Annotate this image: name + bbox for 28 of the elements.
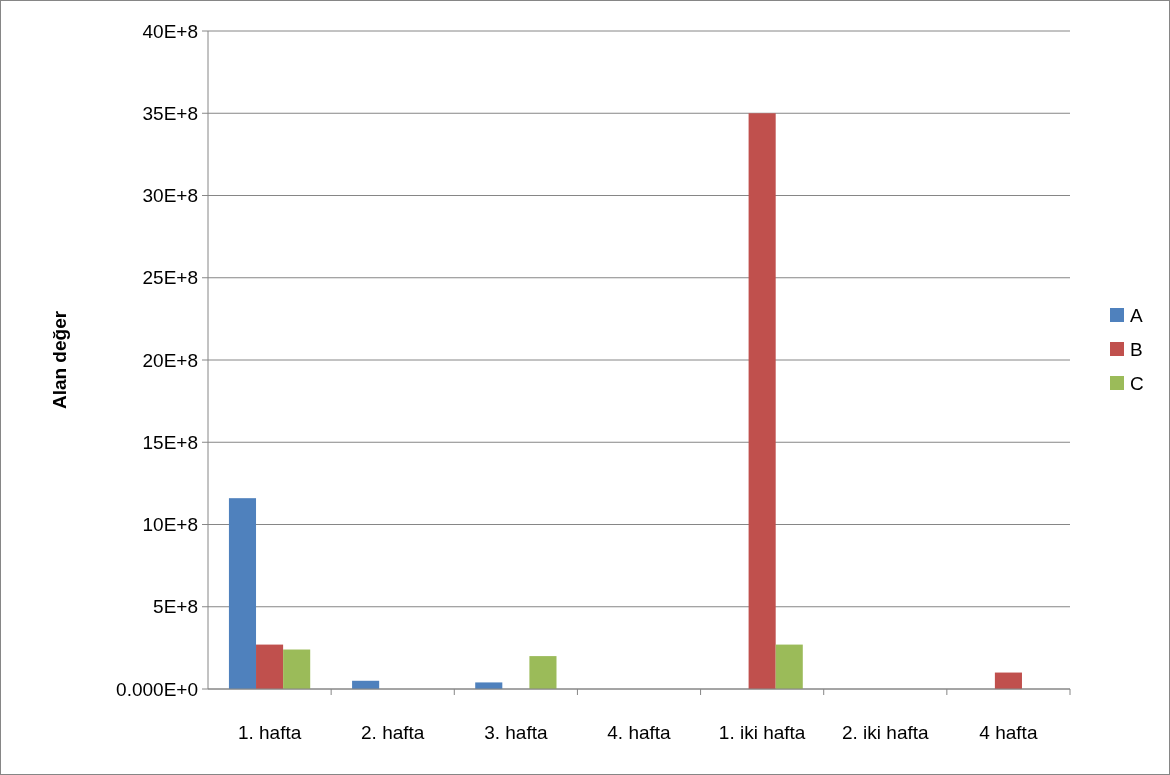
bar bbox=[748, 113, 776, 689]
legend-label: A bbox=[1130, 304, 1143, 326]
y-tick-label: 0.000E+0 bbox=[116, 678, 198, 700]
x-tick-label: 3. hafta bbox=[484, 722, 548, 743]
x-tick-label: 2. iki hafta bbox=[841, 722, 930, 743]
x-tick-label: 4 hafta bbox=[979, 722, 1038, 743]
y-tick-label: 25E+8 bbox=[142, 267, 198, 289]
legend-label: C bbox=[1130, 372, 1144, 394]
legend-label: B bbox=[1130, 338, 1143, 360]
x-tick-label: 2. hafta bbox=[361, 722, 425, 743]
bar bbox=[256, 644, 284, 689]
y-tick-label: 20E+8 bbox=[142, 349, 198, 371]
y-tick-label: 10E+8 bbox=[142, 514, 198, 536]
x-tick-label: 1. hafta bbox=[237, 722, 302, 743]
y-axis-title: Alan değer bbox=[49, 310, 70, 410]
y-tick-label: 5E+8 bbox=[153, 596, 198, 618]
y-tick-label: 40E+8 bbox=[142, 20, 198, 42]
y-tick-label: 30E+8 bbox=[142, 185, 198, 207]
bar bbox=[283, 649, 311, 689]
bar bbox=[228, 498, 257, 689]
bar bbox=[994, 672, 1022, 689]
x-tick-label: 4. hafta bbox=[607, 722, 672, 743]
y-tick-label: 15E+8 bbox=[142, 431, 198, 453]
y-tick-label: 35E+8 bbox=[142, 102, 198, 124]
x-tick-label: 1. iki hafta bbox=[718, 722, 806, 743]
bar bbox=[775, 644, 803, 689]
bar bbox=[529, 656, 557, 689]
bar bbox=[475, 682, 503, 689]
